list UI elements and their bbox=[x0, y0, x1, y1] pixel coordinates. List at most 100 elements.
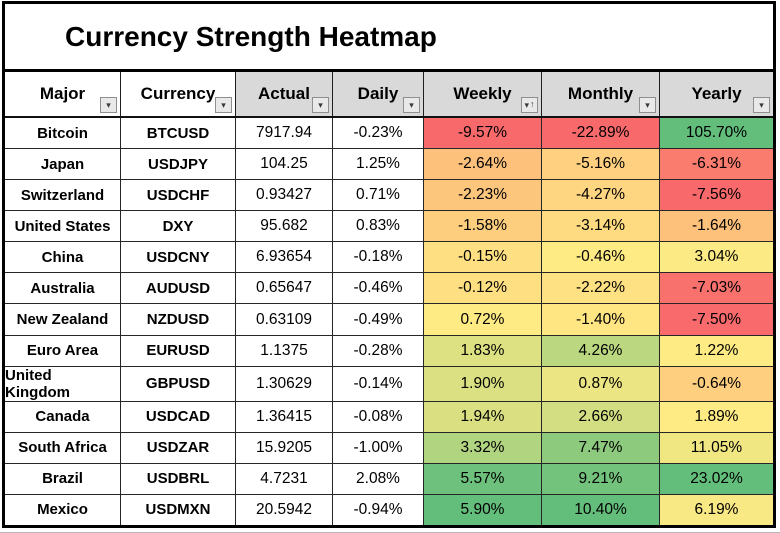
cell-actual[interactable]: 0.93427 bbox=[236, 180, 333, 211]
cell-actual[interactable]: 7917.94 bbox=[236, 118, 333, 149]
cell-actual[interactable]: 4.7231 bbox=[236, 463, 333, 494]
filter-dropdown-icon[interactable]: ▾ bbox=[753, 97, 770, 113]
cell-currency[interactable]: USDCAD bbox=[121, 401, 236, 432]
cell-weekly[interactable]: -9.57% bbox=[424, 118, 542, 149]
cell-currency[interactable]: USDZAR bbox=[121, 432, 236, 463]
cell-monthly[interactable]: -2.22% bbox=[542, 273, 660, 304]
cell-currency[interactable]: USDCNY bbox=[121, 242, 236, 273]
cell-monthly[interactable]: 7.47% bbox=[542, 432, 660, 463]
cell-daily[interactable]: -0.46% bbox=[333, 273, 424, 304]
cell-weekly[interactable]: 1.83% bbox=[424, 335, 542, 366]
cell-major[interactable]: South Africa bbox=[5, 432, 121, 463]
cell-yearly[interactable]: 105.70% bbox=[660, 118, 773, 149]
cell-weekly[interactable]: -0.15% bbox=[424, 242, 542, 273]
cell-currency[interactable]: BTCUSD bbox=[121, 118, 236, 149]
cell-yearly[interactable]: 3.04% bbox=[660, 242, 773, 273]
cell-yearly[interactable]: -6.31% bbox=[660, 149, 773, 180]
cell-major[interactable]: Bitcoin bbox=[5, 118, 121, 149]
cell-major[interactable]: Australia bbox=[5, 273, 121, 304]
column-header-daily[interactable]: Daily ▾ bbox=[333, 72, 424, 116]
cell-actual[interactable]: 1.36415 bbox=[236, 401, 333, 432]
cell-yearly[interactable]: -7.56% bbox=[660, 180, 773, 211]
cell-actual[interactable]: 1.1375 bbox=[236, 335, 333, 366]
cell-monthly[interactable]: 2.66% bbox=[542, 401, 660, 432]
cell-monthly[interactable]: -4.27% bbox=[542, 180, 660, 211]
cell-actual[interactable]: 20.5942 bbox=[236, 494, 333, 525]
cell-yearly[interactable]: 23.02% bbox=[660, 463, 773, 494]
cell-weekly[interactable]: 5.90% bbox=[424, 494, 542, 525]
cell-yearly[interactable]: -7.03% bbox=[660, 273, 773, 304]
cell-daily[interactable]: -0.23% bbox=[333, 118, 424, 149]
cell-yearly[interactable]: -7.50% bbox=[660, 304, 773, 335]
cell-currency[interactable]: EURUSD bbox=[121, 335, 236, 366]
cell-weekly[interactable]: -2.64% bbox=[424, 149, 542, 180]
cell-daily[interactable]: -0.28% bbox=[333, 335, 424, 366]
cell-actual[interactable]: 0.65647 bbox=[236, 273, 333, 304]
cell-weekly[interactable]: -2.23% bbox=[424, 180, 542, 211]
cell-actual[interactable]: 1.30629 bbox=[236, 366, 333, 401]
cell-yearly[interactable]: -1.64% bbox=[660, 211, 773, 242]
filter-sorted-asc-icon[interactable]: ▾ ↑ bbox=[521, 97, 538, 113]
cell-major[interactable]: Japan bbox=[5, 149, 121, 180]
cell-daily[interactable]: 0.71% bbox=[333, 180, 424, 211]
cell-actual[interactable]: 95.682 bbox=[236, 211, 333, 242]
cell-daily[interactable]: -1.00% bbox=[333, 432, 424, 463]
cell-monthly[interactable]: -5.16% bbox=[542, 149, 660, 180]
cell-yearly[interactable]: 6.19% bbox=[660, 494, 773, 525]
cell-daily[interactable]: -0.94% bbox=[333, 494, 424, 525]
column-header-actual[interactable]: Actual ▾ bbox=[236, 72, 333, 116]
cell-daily[interactable]: 1.25% bbox=[333, 149, 424, 180]
cell-daily[interactable]: -0.18% bbox=[333, 242, 424, 273]
cell-monthly[interactable]: -0.46% bbox=[542, 242, 660, 273]
filter-dropdown-icon[interactable]: ▾ bbox=[312, 97, 329, 113]
cell-weekly[interactable]: 1.94% bbox=[424, 401, 542, 432]
cell-major[interactable]: China bbox=[5, 242, 121, 273]
filter-dropdown-icon[interactable]: ▾ bbox=[403, 97, 420, 113]
cell-major[interactable]: Canada bbox=[5, 401, 121, 432]
cell-daily[interactable]: 2.08% bbox=[333, 463, 424, 494]
cell-currency[interactable]: GBPUSD bbox=[121, 366, 236, 401]
cell-actual[interactable]: 6.93654 bbox=[236, 242, 333, 273]
cell-daily[interactable]: -0.14% bbox=[333, 366, 424, 401]
cell-monthly[interactable]: 4.26% bbox=[542, 335, 660, 366]
cell-monthly[interactable]: -3.14% bbox=[542, 211, 660, 242]
cell-actual[interactable]: 15.9205 bbox=[236, 432, 333, 463]
column-header-weekly[interactable]: Weekly ▾ ↑ bbox=[424, 72, 542, 116]
cell-yearly[interactable]: -0.64% bbox=[660, 366, 773, 401]
cell-daily[interactable]: -0.08% bbox=[333, 401, 424, 432]
cell-actual[interactable]: 0.63109 bbox=[236, 304, 333, 335]
cell-currency[interactable]: USDCHF bbox=[121, 180, 236, 211]
cell-currency[interactable]: USDMXN bbox=[121, 494, 236, 525]
cell-weekly[interactable]: 1.90% bbox=[424, 366, 542, 401]
cell-currency[interactable]: NZDUSD bbox=[121, 304, 236, 335]
cell-major[interactable]: Mexico bbox=[5, 494, 121, 525]
filter-dropdown-icon[interactable]: ▾ bbox=[100, 97, 117, 113]
cell-weekly[interactable]: -1.58% bbox=[424, 211, 542, 242]
cell-yearly[interactable]: 1.22% bbox=[660, 335, 773, 366]
filter-dropdown-icon[interactable]: ▾ bbox=[639, 97, 656, 113]
cell-monthly[interactable]: 10.40% bbox=[542, 494, 660, 525]
cell-weekly[interactable]: 0.72% bbox=[424, 304, 542, 335]
column-header-currency[interactable]: Currency ▾ bbox=[121, 72, 236, 116]
cell-monthly[interactable]: -22.89% bbox=[542, 118, 660, 149]
cell-weekly[interactable]: 5.57% bbox=[424, 463, 542, 494]
filter-dropdown-icon[interactable]: ▾ bbox=[215, 97, 232, 113]
cell-major[interactable]: United States bbox=[5, 211, 121, 242]
cell-major[interactable]: Euro Area bbox=[5, 335, 121, 366]
cell-major[interactable]: Brazil bbox=[5, 463, 121, 494]
cell-actual[interactable]: 104.25 bbox=[236, 149, 333, 180]
cell-currency[interactable]: DXY bbox=[121, 211, 236, 242]
cell-currency[interactable]: USDJPY bbox=[121, 149, 236, 180]
column-header-yearly[interactable]: Yearly ▾ bbox=[660, 72, 773, 116]
cell-weekly[interactable]: 3.32% bbox=[424, 432, 542, 463]
cell-weekly[interactable]: -0.12% bbox=[424, 273, 542, 304]
cell-yearly[interactable]: 1.89% bbox=[660, 401, 773, 432]
cell-currency[interactable]: USDBRL bbox=[121, 463, 236, 494]
cell-currency[interactable]: AUDUSD bbox=[121, 273, 236, 304]
cell-monthly[interactable]: -1.40% bbox=[542, 304, 660, 335]
cell-monthly[interactable]: 9.21% bbox=[542, 463, 660, 494]
cell-major[interactable]: New Zealand bbox=[5, 304, 121, 335]
cell-yearly[interactable]: 11.05% bbox=[660, 432, 773, 463]
cell-monthly[interactable]: 0.87% bbox=[542, 366, 660, 401]
column-header-monthly[interactable]: Monthly ▾ bbox=[542, 72, 660, 116]
